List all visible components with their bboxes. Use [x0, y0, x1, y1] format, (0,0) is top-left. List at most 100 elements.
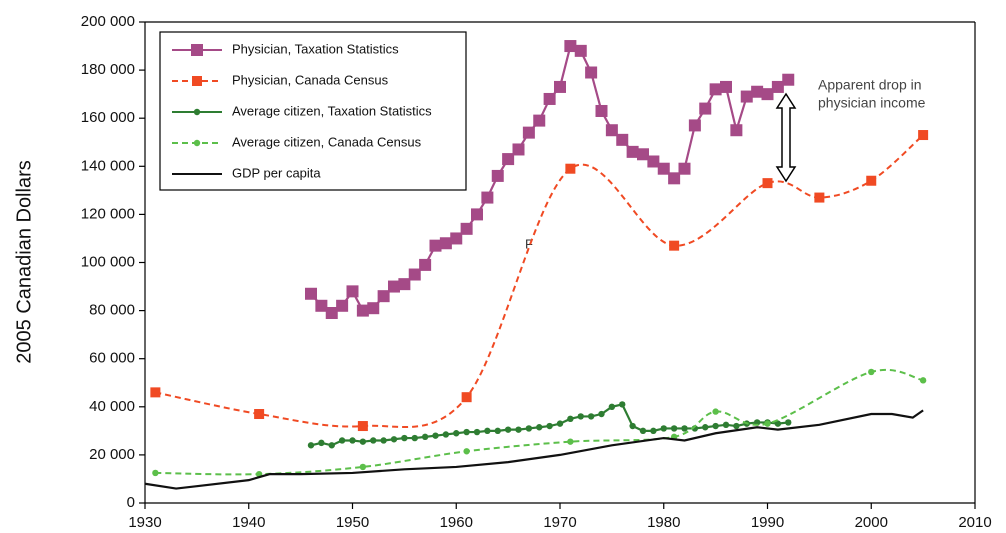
- marker: [460, 222, 473, 235]
- marker: [346, 285, 359, 298]
- marker: [315, 299, 328, 312]
- marker: [626, 145, 639, 158]
- marker: [325, 307, 338, 320]
- marker: [461, 392, 472, 403]
- y-tick-label: 200 000: [81, 13, 135, 30]
- marker: [442, 431, 450, 438]
- marker: [546, 422, 553, 430]
- annotation: F: [525, 236, 533, 251]
- x-tick-label: 1950: [336, 514, 369, 531]
- marker: [408, 268, 421, 281]
- marker: [439, 237, 452, 250]
- marker: [481, 191, 494, 204]
- marker: [720, 80, 732, 93]
- y-axis-label: 2005 Canadian Dollars: [13, 160, 35, 363]
- marker: [522, 126, 535, 139]
- marker: [668, 172, 681, 185]
- legend-label: Physician, Canada Census: [232, 72, 389, 87]
- marker: [543, 92, 556, 105]
- marker: [512, 143, 525, 156]
- y-tick-label: 60 000: [89, 350, 135, 367]
- x-tick-label: 1970: [543, 514, 576, 531]
- marker: [585, 66, 598, 79]
- y-tick-label: 140 000: [81, 157, 135, 174]
- marker: [398, 278, 411, 291]
- legend-label: Physician, Taxation Statistics: [232, 41, 399, 56]
- marker: [678, 162, 691, 175]
- marker: [192, 76, 202, 86]
- marker: [336, 299, 349, 312]
- marker: [421, 433, 429, 441]
- marker: [305, 287, 317, 300]
- annotation: physician income: [818, 95, 926, 111]
- marker: [380, 437, 387, 444]
- marker: [564, 40, 577, 53]
- marker: [681, 425, 688, 432]
- marker: [318, 439, 325, 447]
- marker: [616, 133, 629, 146]
- marker: [515, 426, 522, 433]
- marker: [328, 442, 335, 449]
- marker: [868, 368, 875, 376]
- marker: [388, 280, 400, 293]
- marker: [814, 192, 825, 203]
- y-tick-label: 100 000: [81, 253, 135, 270]
- x-tick-label: 1980: [647, 514, 680, 531]
- marker: [774, 420, 782, 427]
- marker: [919, 377, 927, 384]
- marker: [377, 290, 390, 303]
- marker: [647, 155, 660, 168]
- marker: [918, 130, 929, 141]
- drop-arrow: [775, 92, 797, 183]
- marker: [574, 44, 587, 57]
- legend-label: Average citizen, Taxation Statistics: [232, 103, 432, 118]
- marker: [390, 436, 398, 443]
- marker: [764, 420, 771, 427]
- marker: [556, 420, 564, 427]
- annotation: Apparent drop in: [818, 77, 922, 93]
- marker: [567, 415, 574, 423]
- marker: [740, 90, 753, 103]
- marker: [338, 437, 346, 444]
- marker: [463, 428, 470, 436]
- marker: [150, 387, 161, 398]
- y-tick-label: 180 000: [81, 61, 135, 78]
- marker: [730, 124, 743, 137]
- marker: [349, 437, 356, 444]
- marker: [432, 432, 439, 439]
- x-tick-label: 1990: [751, 514, 784, 531]
- marker: [712, 422, 719, 430]
- marker: [577, 413, 584, 420]
- marker: [785, 419, 792, 426]
- marker: [491, 169, 504, 182]
- marker: [595, 104, 608, 117]
- marker: [359, 438, 367, 445]
- series-line: [155, 369, 924, 476]
- marker: [639, 427, 647, 435]
- marker: [608, 403, 616, 410]
- x-tick-label: 1940: [232, 514, 265, 531]
- marker: [554, 80, 566, 93]
- marker: [502, 153, 515, 166]
- y-tick-label: 20 000: [89, 446, 135, 463]
- marker: [429, 239, 442, 252]
- marker: [761, 88, 774, 101]
- marker: [401, 434, 408, 442]
- y-tick-label: 80 000: [89, 302, 135, 319]
- marker: [702, 424, 709, 431]
- marker: [866, 175, 877, 186]
- marker: [450, 232, 463, 245]
- marker: [669, 240, 680, 251]
- marker: [525, 425, 533, 432]
- marker: [453, 430, 460, 437]
- marker: [782, 73, 795, 86]
- marker: [193, 139, 201, 147]
- marker: [771, 80, 784, 93]
- marker: [367, 302, 380, 315]
- marker: [152, 469, 159, 477]
- marker: [191, 44, 203, 56]
- marker: [587, 413, 595, 420]
- marker: [411, 434, 418, 442]
- y-tick-label: 0: [127, 494, 135, 511]
